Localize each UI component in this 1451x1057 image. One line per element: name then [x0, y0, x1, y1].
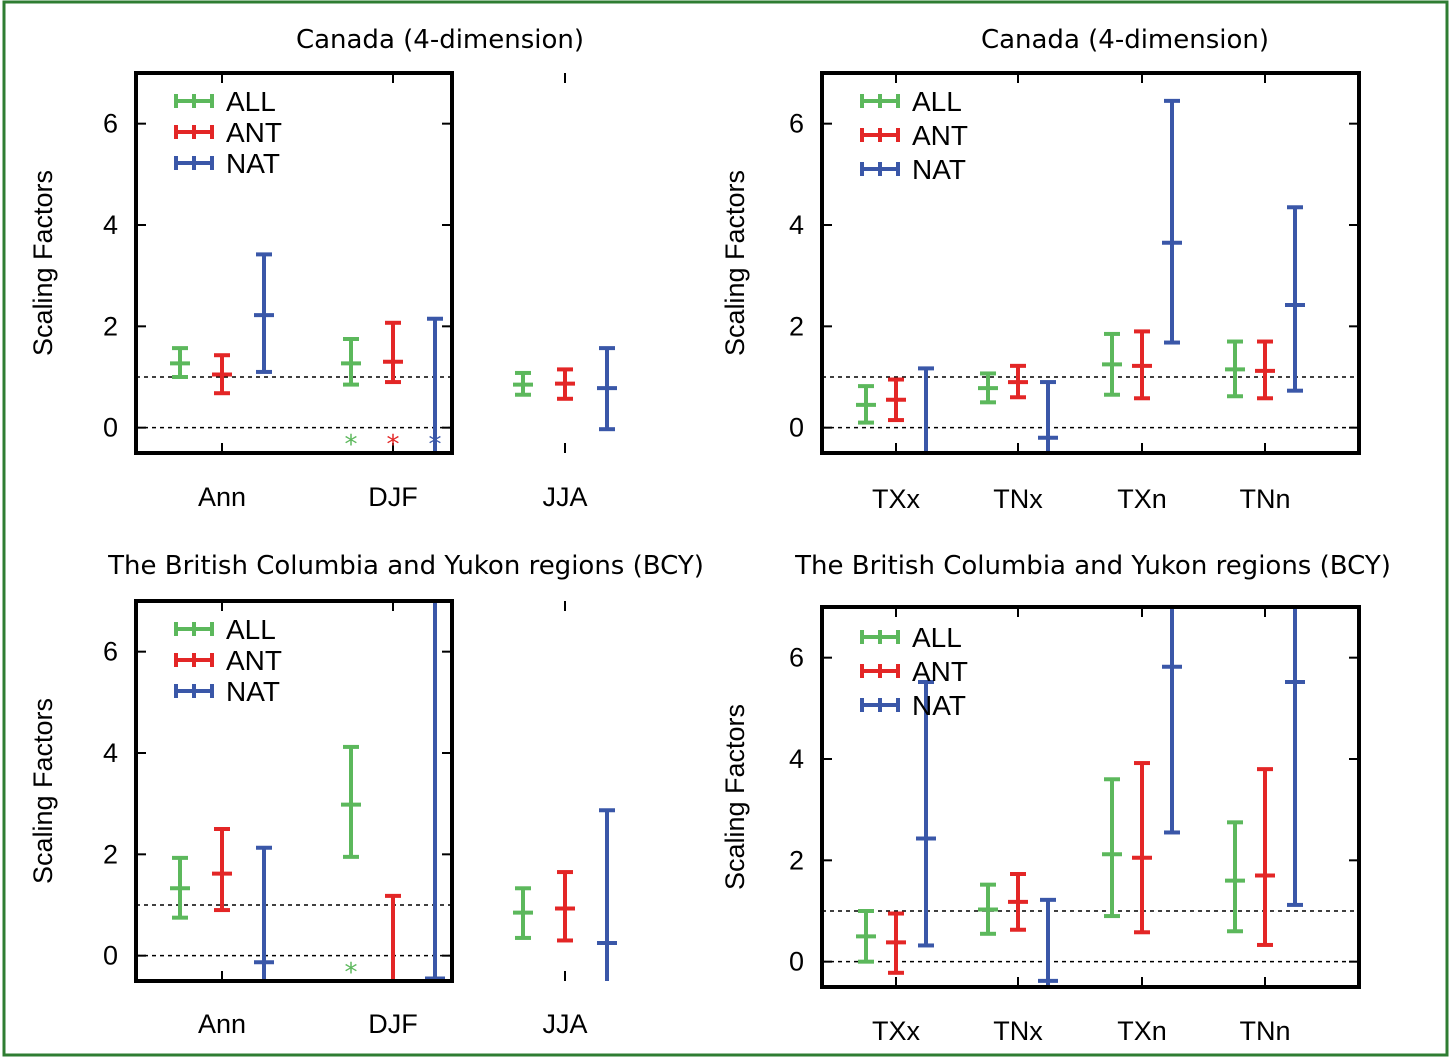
plot-frame: [134, 599, 454, 983]
panels: Canada (4-dimension) Scaling Factors 0 2 4 6 A…: [28, 25, 1391, 1046]
x-tick-label: TXn: [1117, 1016, 1167, 1046]
plot-frame: [820, 71, 1361, 455]
x-tick-label: TXx: [872, 484, 921, 514]
y-tick-label: 0: [789, 947, 804, 977]
x-tick-label: TNn: [1239, 484, 1290, 514]
y-axis-label: Scaling Factors: [720, 170, 750, 356]
chart-panel-2: Canada (4-dimension) Scaling Factors 0 2 4 6 T…: [720, 25, 1361, 514]
y-tick-label: 2: [103, 839, 118, 869]
y-axis-label: Scaling Factors: [28, 698, 58, 884]
y-tick-label: 6: [789, 643, 804, 673]
x-tick-label: TNx: [993, 484, 1043, 514]
y-tick-label: 6: [103, 109, 118, 139]
y-tick-label: 2: [103, 311, 118, 341]
y-axis-label: Scaling Factors: [28, 170, 58, 356]
chart-title: Canada (4-dimension): [296, 25, 584, 55]
chart-panel-3: The British Columbia and Yukon regions (…: [28, 551, 704, 1039]
plot-frame: [820, 605, 1361, 989]
star-marker: *: [387, 430, 400, 460]
chart-panel-1: Canada (4-dimension) Scaling Factors 0 2 4 6 A…: [28, 25, 617, 512]
legend-label: ANT: [912, 120, 968, 151]
legend-label: NAT: [912, 154, 966, 185]
x-tick-label: Ann: [198, 1009, 246, 1039]
y-tick-label: 0: [103, 413, 118, 443]
y-tick-label: 6: [103, 637, 118, 667]
star-marker: *: [345, 430, 358, 460]
legend-label: ALL: [912, 622, 962, 653]
y-tick-label: 0: [103, 941, 118, 971]
x-tick-label: TXx: [872, 1016, 921, 1046]
chart-title: The British Columbia and Yukon regions (…: [107, 551, 704, 581]
y-tick-label: 4: [103, 738, 118, 768]
legend-label: ANT: [226, 117, 282, 148]
x-tick-label: Ann: [198, 482, 246, 512]
legend-label: NAT: [226, 148, 280, 179]
x-tick-label: DJF: [368, 1009, 418, 1039]
legend-label: ALL: [912, 86, 962, 117]
y-tick-label: 4: [789, 210, 804, 240]
star-marker: *: [429, 430, 442, 460]
y-axis-label: Scaling Factors: [720, 704, 750, 890]
plot-frame: [134, 71, 454, 455]
star-marker: *: [345, 958, 358, 988]
legend-label: ANT: [912, 656, 968, 687]
y-tick-label: 2: [789, 311, 804, 341]
legend-label: ALL: [226, 86, 276, 117]
chart-title: The British Columbia and Yukon regions (…: [794, 551, 1391, 581]
x-tick-label: TXn: [1117, 484, 1167, 514]
y-tick-label: 2: [789, 845, 804, 875]
chart-panel-4: The British Columbia and Yukon regions (…: [720, 551, 1391, 1046]
x-tick-label: JJA: [542, 1009, 587, 1039]
y-tick-label: 4: [103, 210, 118, 240]
chart-title: Canada (4-dimension): [981, 25, 1269, 55]
legend-label: ALL: [226, 614, 276, 645]
y-tick-label: 0: [789, 413, 804, 443]
x-tick-label: DJF: [368, 482, 418, 512]
x-tick-label: TNn: [1239, 1016, 1290, 1046]
y-tick-label: 4: [789, 744, 804, 774]
legend-label: NAT: [912, 690, 966, 721]
y-tick-label: 6: [789, 109, 804, 139]
x-tick-label: JJA: [542, 482, 587, 512]
legend-label: NAT: [226, 676, 280, 707]
x-tick-label: TNx: [993, 1016, 1043, 1046]
legend-label: ANT: [226, 645, 282, 676]
